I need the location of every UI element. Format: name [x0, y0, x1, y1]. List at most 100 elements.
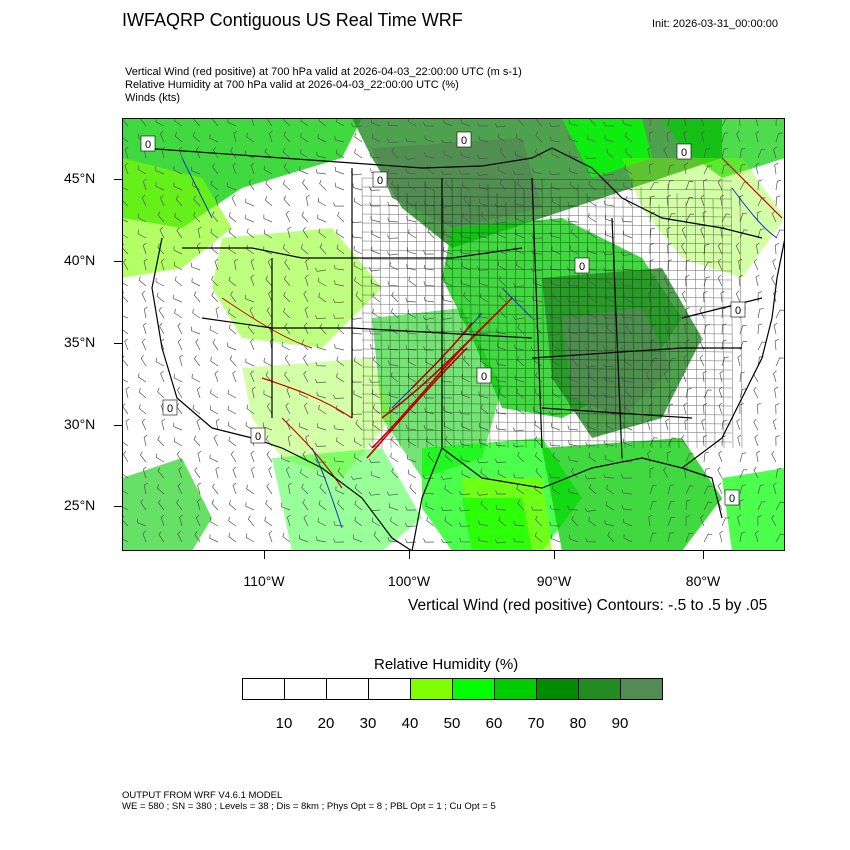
wind-barb: [283, 291, 291, 303]
wind-barb: [214, 194, 219, 207]
wind-barb: [754, 434, 759, 447]
wind-barb: [495, 376, 507, 383]
wind-barb: [354, 500, 363, 511]
wind-barb: [159, 130, 165, 143]
wind-barb: [138, 388, 147, 399]
wind-barb: [227, 342, 237, 351]
wind-barb: [213, 434, 219, 447]
wind-barb: [739, 499, 744, 511]
wind-barb: [739, 371, 745, 383]
colorbar-label: 20: [317, 715, 335, 732]
wind-barb: [588, 372, 597, 383]
wind-barb: [173, 437, 183, 447]
wind-barb: [159, 322, 165, 335]
county-line: [415, 201, 419, 449]
wind-barb: [335, 486, 345, 495]
wind-barb: [535, 118, 543, 127]
wind-barb: [318, 500, 327, 511]
wind-barb: [568, 135, 579, 143]
wind-barb: [515, 230, 525, 239]
wind-barb: [423, 538, 435, 543]
wind-barb: [125, 386, 130, 399]
colorbar-swatch: [326, 678, 369, 700]
county-line: [388, 204, 392, 449]
wind-barb: [584, 475, 597, 480]
wind-barb: [388, 503, 399, 511]
lon-label-1: 100°W: [387, 573, 431, 589]
wind-barb: [666, 338, 670, 351]
wind-barb: [476, 171, 489, 176]
wind-barb: [515, 214, 525, 223]
county-line: [361, 438, 733, 443]
wind-barb: [283, 307, 291, 319]
wind-barb: [602, 171, 615, 176]
wind-barb: [720, 290, 725, 303]
colorbar-swatch: [284, 678, 327, 700]
wind-barb: [738, 274, 743, 287]
wind-barb: [387, 234, 399, 239]
wind-barb: [210, 356, 219, 367]
wind-barb: [535, 515, 543, 527]
wind-barb: [158, 306, 165, 319]
wind-barb: [458, 490, 471, 495]
wind-barb: [621, 474, 633, 479]
wind-barb: [757, 484, 765, 495]
wind-barb: [719, 530, 724, 543]
wind-barb: [775, 403, 780, 415]
wind-barb: [246, 228, 255, 239]
svg-text:0: 0: [377, 175, 383, 187]
county-line: [406, 192, 410, 449]
wind-barb: [444, 516, 453, 527]
wind-barb: [387, 169, 399, 175]
wind-barb: [663, 466, 669, 479]
wind-barb: [196, 386, 201, 399]
county-line: [361, 276, 733, 281]
county-line: [703, 189, 707, 449]
wind-barb: [303, 290, 309, 303]
svg-text:0: 0: [681, 147, 687, 159]
county-line: [523, 189, 527, 449]
wind-barb: [517, 118, 525, 127]
wind-barb: [459, 409, 471, 415]
wind-barb: [305, 194, 310, 207]
wind-barb: [647, 450, 651, 463]
wind-barb: [703, 501, 713, 511]
wind-barb: [227, 182, 237, 191]
wind-barb: [717, 274, 723, 287]
wind-barb: [281, 502, 291, 511]
wind-barb: [588, 196, 597, 207]
wind-barb: [664, 370, 669, 383]
wind-barb: [588, 516, 597, 527]
wind-barb: [516, 356, 525, 367]
wind-barb: [173, 294, 183, 303]
wind-barb: [441, 538, 453, 543]
wind-barb: [173, 373, 183, 383]
county-line: [721, 177, 725, 449]
wind-barb: [245, 358, 255, 367]
colorbar-swatch: [410, 678, 453, 700]
county-line: [478, 204, 482, 449]
wind-barb: [286, 418, 291, 431]
wind-barb: [604, 519, 615, 527]
wind-barb: [155, 166, 165, 175]
wind-barb: [718, 402, 723, 415]
wind-barb: [667, 484, 675, 495]
wind-barb: [333, 264, 345, 271]
wind-barb: [122, 218, 129, 223]
plot-title: IWFAQRP Contiguous US Real Time WRF: [122, 10, 463, 30]
wind-barb: [701, 418, 706, 431]
wind-barb: [263, 229, 273, 239]
wind-barb: [737, 434, 742, 447]
wind-barb: [138, 373, 147, 383]
wind-barb: [422, 475, 435, 480]
wind-barb: [263, 390, 273, 399]
boundaries-layer: [141, 147, 785, 551]
colorbar-swatch: [452, 678, 495, 700]
wind-barb: [551, 534, 561, 543]
wind-barb: [625, 323, 633, 335]
wind-barb: [404, 538, 417, 543]
wind-barb: [703, 291, 708, 303]
wind-barb: [623, 518, 633, 527]
wind-barb: [318, 292, 327, 303]
wind-barb: [663, 274, 669, 287]
